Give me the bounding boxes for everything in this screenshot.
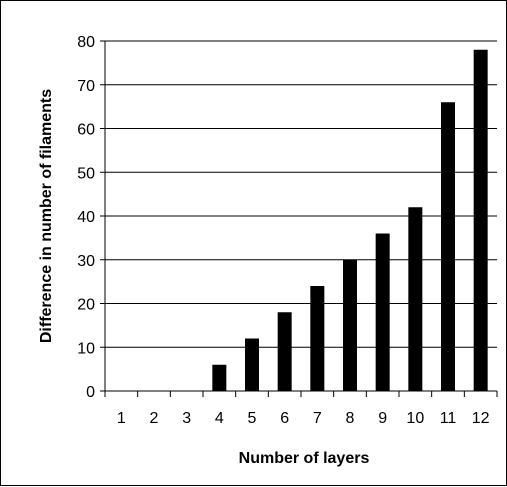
x-tick-label: 7: [313, 410, 322, 427]
bar: [473, 49, 488, 391]
bar: [245, 338, 259, 391]
bar: [212, 364, 227, 391]
y-tick-label: 50: [77, 165, 95, 182]
bar: [441, 102, 455, 391]
y-axis-title: Difference in number of filaments: [38, 89, 55, 343]
x-tick-label: 9: [378, 410, 387, 427]
x-tick-label: 1: [117, 410, 126, 427]
y-tick-label: 10: [77, 340, 95, 357]
bar: [375, 233, 390, 391]
bar: [310, 286, 325, 391]
x-tick-label: 5: [248, 410, 257, 427]
y-tick-label: 0: [86, 384, 95, 401]
y-tick-label: 30: [77, 253, 95, 270]
x-tick-label: 8: [346, 410, 355, 427]
x-tick-label: 4: [215, 410, 224, 427]
x-tick-label: 12: [472, 410, 490, 427]
bar: [277, 312, 292, 391]
x-tick-label: 10: [406, 410, 424, 427]
y-tick-label: 60: [77, 122, 95, 139]
x-tick-label: 6: [280, 410, 289, 427]
gridlines: [105, 40, 497, 348]
x-tick-label: 3: [182, 410, 191, 427]
bars: [212, 49, 488, 391]
x-axis-title: Number of layers: [239, 450, 370, 467]
x-tick-label: 11: [440, 410, 457, 427]
y-tick-labels: 0 10 20 30 40 50 60 70 80: [77, 34, 105, 401]
y-tick-label: 40: [77, 209, 95, 226]
y-tick-label: 80: [77, 34, 95, 51]
x-tick-labels: 1 2 3 4 5 6 7 8 9 10 11 12: [104, 391, 498, 427]
y-tick-label: 20: [77, 297, 95, 314]
bar: [408, 207, 423, 391]
y-tick-label: 70: [77, 78, 95, 95]
x-tick-label: 2: [150, 410, 159, 427]
bar: [343, 259, 357, 391]
